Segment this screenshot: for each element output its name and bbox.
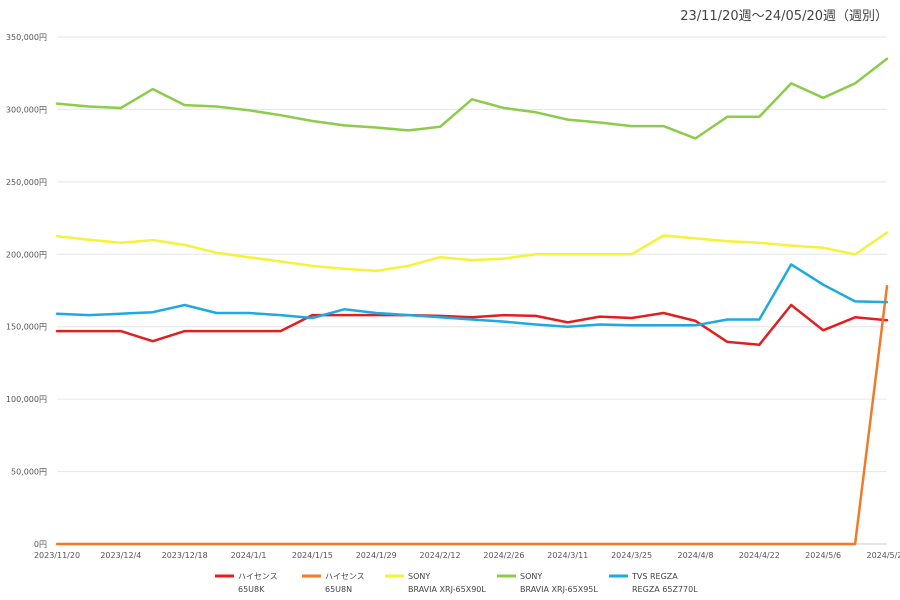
series-line <box>55 57 889 140</box>
y-tick-label: 200,000円 <box>6 250 47 259</box>
y-axis-ticks: 0円 50,000円 100,000円 150,000円 200,000円 250,000… <box>6 33 47 549</box>
series-line <box>55 303 889 347</box>
legend: ハイセンス 65U8K ハイセンス 65U8N SONY BRAVIA XRJ-65X90… <box>215 572 698 594</box>
legend-label: SONY <box>408 572 430 581</box>
y-tick-label: 100,000円 <box>6 395 47 404</box>
x-axis-ticks: 2023/11/20 2023/12/4 2023/12/18 2024/1/1 202… <box>34 551 900 560</box>
series-line <box>55 231 889 273</box>
x-tick-label: 2023/11/20 <box>34 551 80 560</box>
x-tick-label: 2023/12/18 <box>162 551 208 560</box>
x-tick-label: 2024/5/20 <box>866 551 900 560</box>
legend-label: TVS REGZA <box>631 572 678 581</box>
x-tick-label: 2024/2/12 <box>420 551 461 560</box>
y-tick-label: 350,000円 <box>6 33 47 42</box>
x-tick-label: 2024/2/26 <box>483 551 524 560</box>
legend-label: ハイセンス <box>238 572 278 581</box>
legend-sublabel: BRAVIA XRJ-65X90L <box>408 585 486 594</box>
x-tick-label: 2024/1/29 <box>356 551 397 560</box>
x-tick-label: 2023/12/4 <box>100 551 141 560</box>
legend-sublabel: REGZA 65Z770L <box>632 585 698 594</box>
x-tick-label: 2024/4/22 <box>739 551 780 560</box>
x-tick-label: 2024/1/1 <box>231 551 267 560</box>
y-tick-label: 50,000円 <box>11 468 47 477</box>
series-lines <box>55 57 889 546</box>
legend-sublabel: 65U8N <box>325 585 352 594</box>
y-tick-label: 250,000円 <box>6 178 47 187</box>
y-tick-label: 150,000円 <box>6 323 47 332</box>
x-tick-label: 2024/3/11 <box>547 551 588 560</box>
x-tick-label: 2024/4/8 <box>677 551 713 560</box>
y-tick-label: 0円 <box>34 540 47 549</box>
x-tick-label: 2024/3/25 <box>611 551 652 560</box>
chart-subtitle: 23/11/20週〜24/05/20週（週別） <box>680 9 888 24</box>
series-line <box>55 284 889 546</box>
x-tick-label: 2024/1/15 <box>292 551 333 560</box>
legend-label: ハイセンス <box>325 572 365 581</box>
legend-sublabel: 65U8K <box>238 585 265 594</box>
y-tick-label: 300,000円 <box>6 105 47 114</box>
x-tick-label: 2024/5/6 <box>805 551 841 560</box>
series-line <box>55 263 889 328</box>
legend-sublabel: BRAVIA XRJ-65X95L <box>520 585 598 594</box>
legend-label: SONY <box>520 572 542 581</box>
